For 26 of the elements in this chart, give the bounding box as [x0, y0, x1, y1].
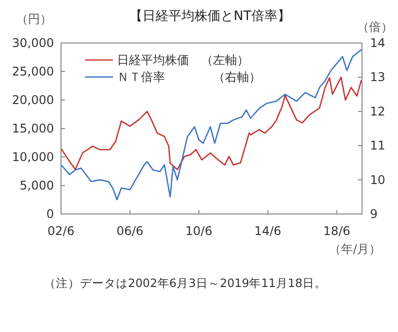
y-tick-label: 0 — [46, 207, 54, 221]
y-axis-title: （円） — [16, 12, 52, 26]
x-tick-label: 18/6 — [323, 224, 350, 238]
y-tick-label: 30,000 — [12, 36, 54, 50]
x-tick-label: 02/6 — [48, 224, 74, 238]
y-tick-label: 25,000 — [12, 64, 54, 78]
line-series — [60, 49, 362, 200]
y-tick-label: 15,000 — [12, 122, 54, 136]
y2-tick-label: 10 — [370, 172, 386, 187]
x-tick-label: 10/6 — [185, 224, 212, 238]
x-axis-title: （年/月） — [328, 242, 382, 256]
legend-label: 日経平均株価 （左軸） — [117, 53, 249, 67]
y2-tick-label: 11 — [370, 138, 386, 153]
y-tick-label: 10,000 — [12, 150, 54, 164]
chart-title: 【日経平均株価とNT倍率】 — [130, 8, 290, 24]
y-tick-label: 20,000 — [12, 93, 54, 107]
x-tick-label: 06/6 — [116, 224, 144, 238]
legend-label: ＮＴ倍率 （右軸） — [117, 70, 261, 84]
y2-axis-title: （倍） — [357, 20, 393, 34]
x-tick-label: 14/6 — [254, 224, 282, 238]
y2-tick-label: 14 — [370, 36, 386, 50]
y2-tick-label: 12 — [370, 104, 386, 118]
text: （注）データは2002年6月3日～2019年11月18日。 — [44, 276, 326, 290]
y2-tick-label: 13 — [370, 70, 386, 84]
y2-tick-label: 9 — [370, 207, 378, 221]
y-tick-label: 5,000 — [20, 178, 54, 192]
